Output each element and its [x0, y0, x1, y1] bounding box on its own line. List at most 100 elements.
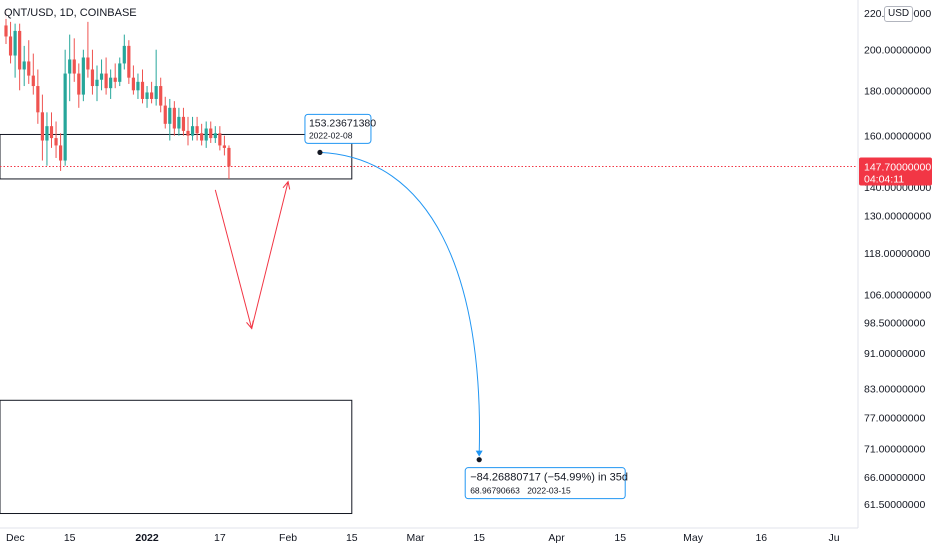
- candle-body: [122, 45, 126, 64]
- candles: [4, 9, 231, 179]
- start-price-label: 153.23671380: [309, 117, 376, 129]
- candle: [200, 123, 204, 146]
- candle: [204, 121, 208, 148]
- end-date-label: 2022-03-15: [527, 486, 571, 496]
- candle: [109, 69, 113, 99]
- candle-body: [150, 92, 154, 99]
- candle: [118, 57, 122, 87]
- projection-end-point: [476, 457, 482, 463]
- time-tick-label: Mar: [406, 532, 425, 544]
- candle-body: [18, 30, 22, 70]
- price-tick-label: 71.00000000: [864, 444, 925, 456]
- candle-body: [163, 105, 167, 124]
- candle: [140, 69, 145, 104]
- price-axis[interactable]: 220.00000000200.00000000180.00000000160.…: [857, 0, 932, 528]
- price-tick-label: 98.50000000: [864, 318, 925, 330]
- candle: [104, 57, 108, 95]
- v-sketch-drawing: [214, 180, 291, 330]
- candle: [72, 38, 76, 82]
- candle-body: [77, 73, 81, 95]
- candle: [122, 34, 126, 70]
- candle: [45, 112, 49, 166]
- candle-body: [131, 77, 135, 91]
- candle-body: [118, 63, 122, 82]
- time-tick-label: 15: [346, 532, 358, 544]
- candle: [18, 23, 22, 91]
- candle: [68, 34, 72, 102]
- v-sketch-arrowhead-down: [246, 320, 254, 330]
- candle-body: [209, 128, 213, 139]
- candle-body: [177, 116, 181, 129]
- candle: [172, 101, 176, 136]
- candle: [177, 107, 181, 136]
- candle: [81, 49, 85, 102]
- candle: [227, 145, 231, 179]
- candle-body: [81, 57, 85, 95]
- candle: [95, 65, 99, 102]
- candle: [127, 40, 131, 84]
- candle-body: [4, 25, 8, 37]
- measure-change-label: −84.26880717 (−54.99%) in 35d: [470, 472, 628, 484]
- candle-body: [172, 107, 176, 129]
- time-tick-label: 17: [214, 532, 226, 544]
- lower-rectangle: [0, 399, 353, 515]
- candle: [8, 21, 13, 64]
- candle: [40, 94, 44, 161]
- candle-body: [59, 145, 63, 161]
- time-tick-label: 15: [473, 532, 485, 544]
- price-tick-label: 200.00000000: [864, 45, 931, 57]
- candle: [150, 81, 154, 104]
- candle: [113, 63, 117, 89]
- candle-body: [168, 107, 172, 124]
- candle-body: [104, 73, 108, 89]
- candle: [59, 133, 63, 171]
- candle-body: [49, 126, 54, 139]
- candle-body: [195, 126, 199, 134]
- currency-button[interactable]: USD: [884, 6, 914, 22]
- candle: [186, 116, 190, 146]
- price-tick-label: 106.00000000: [864, 289, 931, 301]
- candle: [136, 73, 140, 99]
- price-tick-label: 77.00000000: [864, 412, 925, 424]
- current-price-countdown: 04:04:11: [864, 173, 904, 185]
- candle-body: [72, 59, 76, 74]
- start-price-label-box: [304, 113, 372, 144]
- candle-body: [109, 77, 113, 89]
- candle: [195, 116, 199, 141]
- candle-body: [154, 86, 158, 99]
- price-tick-label: 118.00000000: [864, 248, 931, 260]
- time-tick-label: May: [683, 532, 704, 544]
- price-tick-label: 180.00000000: [864, 85, 931, 97]
- candle-body: [181, 116, 186, 131]
- candle: [27, 40, 31, 84]
- time-axis[interactable]: Dec 15 2022 17 Feb 15 Mar 15 Apr 15 May 16 Ju: [0, 527, 858, 544]
- candle: [159, 77, 163, 113]
- candle-body: [63, 73, 67, 161]
- candle-body: [31, 75, 35, 87]
- candle-body: [27, 61, 31, 76]
- current-price-badge: [859, 157, 932, 186]
- candle: [181, 107, 186, 136]
- candle-body: [13, 30, 17, 56]
- candle-body: [145, 92, 149, 99]
- candle-body: [200, 133, 204, 141]
- candle: [36, 69, 40, 124]
- candle-body: [90, 69, 95, 87]
- price-tick-label: 66.00000000: [864, 472, 925, 484]
- candle-body: [40, 112, 44, 141]
- v-sketch-arrowhead-up: [282, 180, 291, 190]
- candle: [168, 98, 172, 141]
- candle: [190, 116, 195, 141]
- candle: [99, 59, 104, 91]
- upper-rectangle: [0, 133, 353, 180]
- time-tick-label: Apr: [548, 532, 565, 544]
- candle-body: [45, 126, 49, 141]
- candle: [213, 126, 217, 143]
- candle-body: [204, 128, 208, 141]
- candle-body: [22, 61, 26, 70]
- candle: [222, 135, 226, 156]
- candle-body: [36, 86, 40, 113]
